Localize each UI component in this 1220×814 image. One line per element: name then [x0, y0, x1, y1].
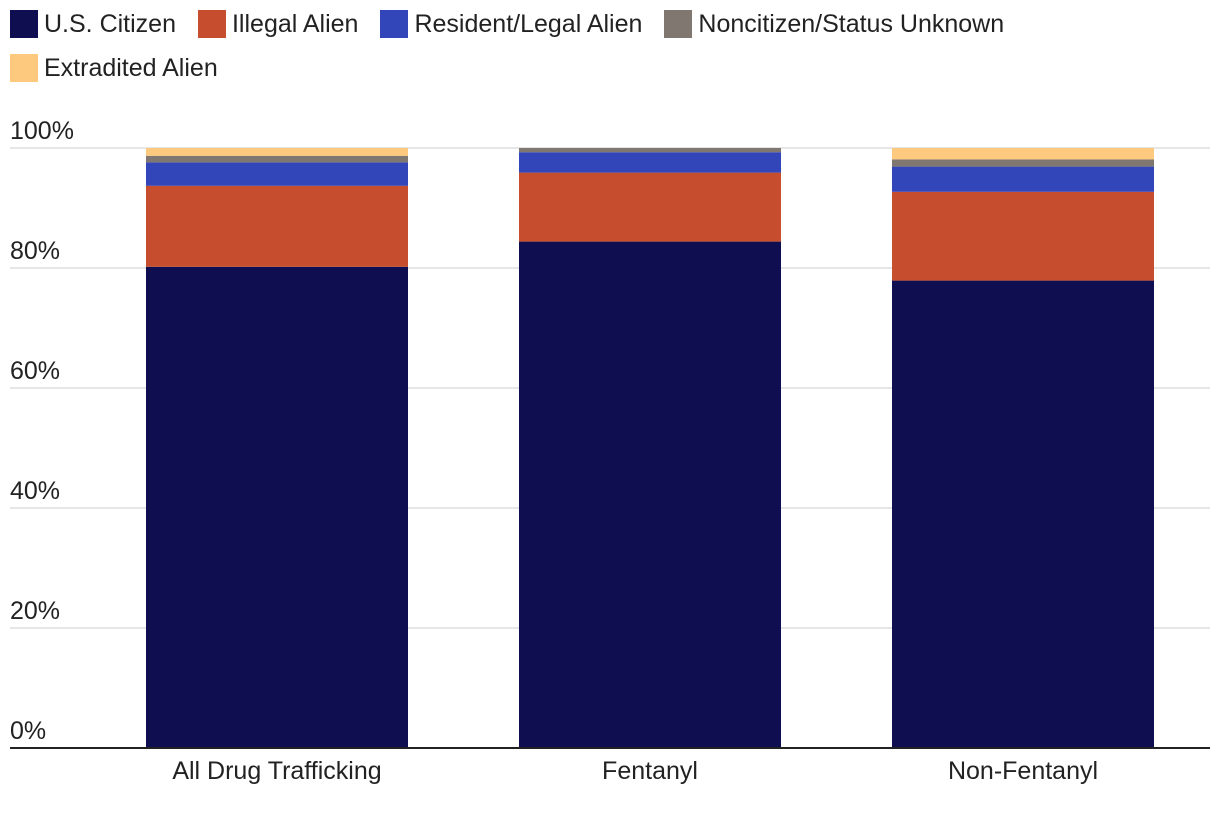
y-tick-label: 60% [10, 357, 60, 385]
legend-item-u-s-citizen: U.S. Citizen [10, 8, 176, 40]
legend-swatch-u-s-citizen [10, 10, 38, 38]
bar-segment-non-fentanyl-noncitizen-status-unknown [892, 159, 1154, 167]
legend-label: Noncitizen/Status Unknown [698, 9, 1005, 38]
legend-item-extradited-alien: Extradited Alien [10, 52, 218, 84]
x-category-label: All Drug Trafficking [172, 757, 381, 785]
bar-segment-fentanyl-u-s-citizen [519, 241, 781, 748]
bar-segment-fentanyl-illegal-alien [519, 172, 781, 242]
x-category-label: Non-Fentanyl [948, 757, 1098, 785]
bar-segment-all-drug-trafficking-resident-legal-alien [146, 162, 408, 186]
bar-segment-all-drug-trafficking-noncitizen-status-unknown [146, 155, 408, 163]
y-axis-ticks: 0% 20% 40% 60% 80% 100% [10, 117, 74, 745]
y-tick-label: 40% [10, 477, 60, 505]
y-tick-label: 80% [10, 237, 60, 265]
legend-label: Illegal Alien [231, 9, 359, 38]
legend-swatch-illegal-alien [197, 10, 226, 38]
legend-swatch-resident-legal-alien [380, 10, 409, 38]
bar-segment-fentanyl-noncitizen-status-unknown [519, 148, 781, 153]
legend-label: U.S. Citizen [44, 9, 176, 38]
bar-segment-fentanyl-resident-legal-alien [519, 152, 781, 173]
bar-segment-non-fentanyl-resident-legal-alien [892, 166, 1154, 192]
bar-segment-non-fentanyl-illegal-alien [892, 191, 1154, 281]
legend-swatch-extradited-alien [10, 54, 38, 82]
x-category-label: Fentanyl [602, 757, 698, 785]
y-tick-label: 100% [10, 117, 74, 145]
bar-segment-non-fentanyl-u-s-citizen [892, 280, 1154, 748]
legend-swatch-noncitizen-status-unknown [664, 10, 693, 38]
legend-item-noncitizen-status-unknown: Noncitizen/Status Unknown [664, 8, 1004, 40]
bar-segment-non-fentanyl-extradited-alien [892, 148, 1154, 160]
bar-segment-all-drug-trafficking-extradited-alien [146, 148, 408, 156]
chart-legend: U.S. Citizen Illegal Alien Resident/Legal … [10, 8, 1190, 84]
legend-item-illegal-alien: Illegal Alien [197, 8, 359, 40]
y-tick-label: 20% [10, 597, 60, 625]
bar-segment-all-drug-trafficking-u-s-citizen [146, 266, 408, 748]
legend-item-resident-legal-alien: Resident/Legal Alien [380, 8, 642, 40]
y-tick-label: 0% [10, 717, 46, 745]
legend-label: Resident/Legal Alien [414, 9, 643, 38]
bars [146, 148, 1154, 748]
legend-label: Extradited Alien [44, 53, 218, 82]
bar-segment-all-drug-trafficking-illegal-alien [146, 185, 408, 267]
